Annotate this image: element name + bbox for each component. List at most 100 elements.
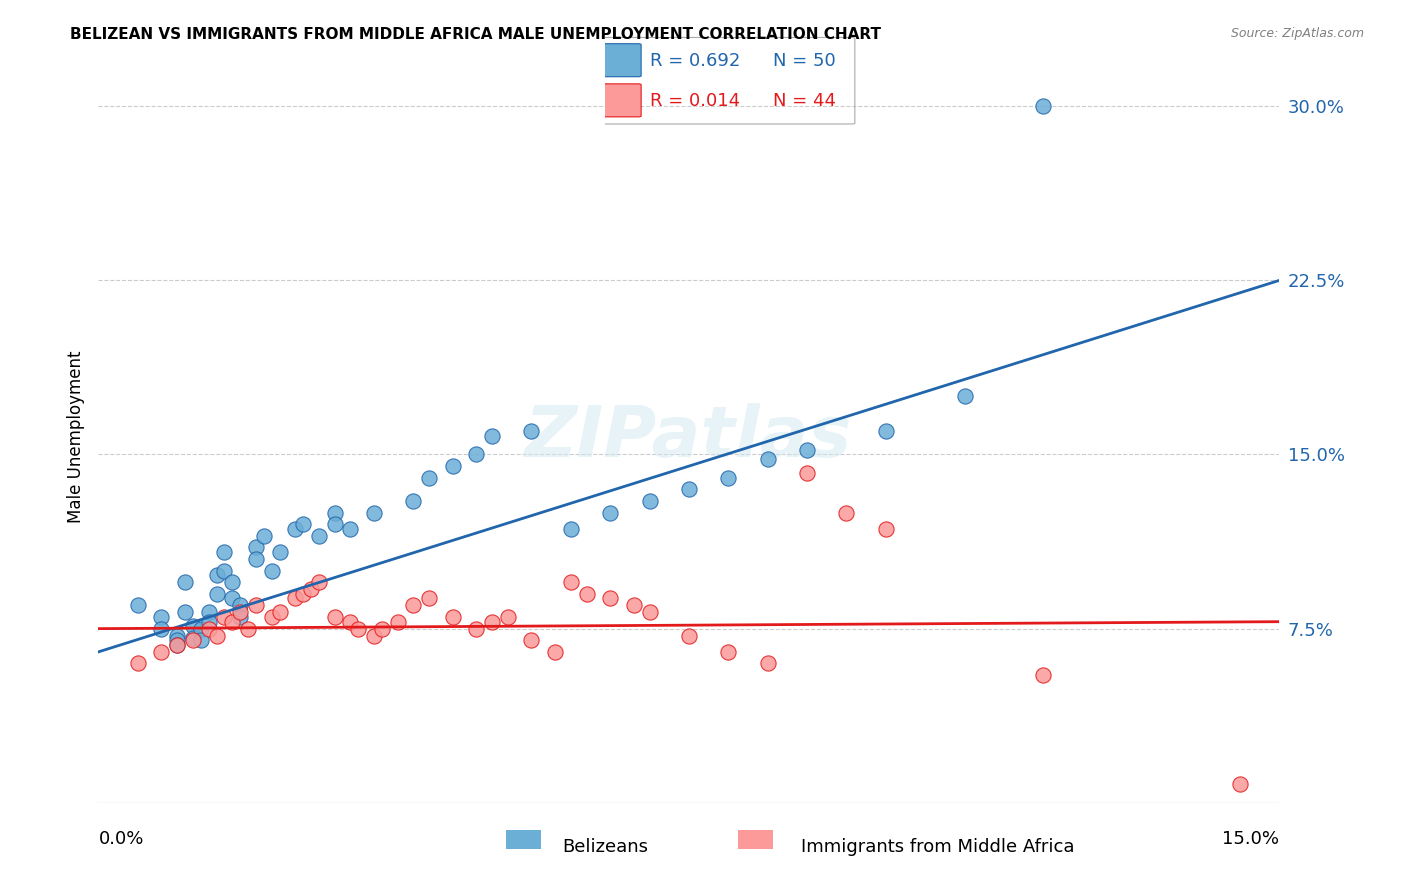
Point	[875, 522, 897, 536]
Point	[623, 599, 645, 613]
FancyBboxPatch shape	[737, 829, 775, 850]
Point	[299, 582, 322, 597]
Point	[575, 587, 598, 601]
Point	[214, 564, 236, 578]
Point	[678, 629, 700, 643]
Point	[269, 606, 291, 620]
Point	[796, 466, 818, 480]
Point	[260, 610, 283, 624]
Y-axis label: Male Unemployment: Male Unemployment	[66, 351, 84, 524]
Point	[174, 606, 197, 620]
Point	[166, 638, 188, 652]
Point	[560, 575, 582, 590]
Text: 0.0%: 0.0%	[98, 830, 143, 847]
Point	[678, 483, 700, 497]
Point	[221, 575, 243, 590]
Point	[253, 529, 276, 543]
Point	[181, 631, 204, 645]
Point	[544, 645, 567, 659]
Point	[363, 506, 385, 520]
Text: ZIPatlas: ZIPatlas	[526, 402, 852, 472]
Text: Belizeans: Belizeans	[562, 838, 648, 856]
Point	[190, 633, 212, 648]
Point	[214, 545, 236, 559]
Point	[197, 622, 219, 636]
Point	[756, 452, 779, 467]
Point	[284, 522, 307, 536]
Point	[441, 459, 464, 474]
Point	[717, 471, 740, 485]
Point	[717, 645, 740, 659]
Point	[481, 615, 503, 629]
Point	[245, 599, 267, 613]
Point	[260, 564, 283, 578]
Point	[339, 522, 361, 536]
Point	[292, 517, 315, 532]
Point	[371, 622, 394, 636]
Point	[520, 633, 543, 648]
Point	[796, 442, 818, 457]
Point	[441, 610, 464, 624]
Point	[127, 599, 149, 613]
Point	[520, 424, 543, 438]
Point	[205, 568, 228, 582]
Point	[496, 610, 519, 624]
Point	[638, 606, 661, 620]
Point	[560, 522, 582, 536]
Text: BELIZEAN VS IMMIGRANTS FROM MIDDLE AFRICA MALE UNEMPLOYMENT CORRELATION CHART: BELIZEAN VS IMMIGRANTS FROM MIDDLE AFRIC…	[70, 27, 882, 42]
Text: R = 0.692: R = 0.692	[650, 52, 740, 70]
Point	[1032, 668, 1054, 682]
Point	[229, 610, 252, 624]
Point	[181, 619, 204, 633]
Point	[599, 591, 621, 606]
Point	[221, 591, 243, 606]
Point	[181, 633, 204, 648]
Point	[402, 599, 425, 613]
Point	[599, 506, 621, 520]
Point	[323, 517, 346, 532]
Point	[214, 610, 236, 624]
Point	[308, 575, 330, 590]
Point	[323, 610, 346, 624]
FancyBboxPatch shape	[505, 829, 543, 850]
Point	[166, 633, 188, 648]
Point	[465, 448, 488, 462]
Point	[953, 389, 976, 403]
Point	[205, 629, 228, 643]
Point	[236, 622, 259, 636]
Point	[339, 615, 361, 629]
Point	[166, 629, 188, 643]
Point	[166, 638, 188, 652]
Point	[1032, 99, 1054, 113]
Point	[205, 587, 228, 601]
Point	[347, 622, 370, 636]
Point	[221, 615, 243, 629]
Text: R = 0.014: R = 0.014	[650, 92, 740, 110]
Point	[835, 506, 858, 520]
Text: N = 50: N = 50	[773, 52, 837, 70]
Point	[150, 622, 173, 636]
Point	[387, 615, 409, 629]
FancyBboxPatch shape	[602, 44, 641, 77]
Point	[418, 471, 440, 485]
Point	[197, 615, 219, 629]
Point	[481, 429, 503, 443]
Point	[875, 424, 897, 438]
Point	[190, 622, 212, 636]
Point	[284, 591, 307, 606]
Point	[150, 610, 173, 624]
Point	[229, 606, 252, 620]
Point	[308, 529, 330, 543]
Point	[245, 552, 267, 566]
Point	[638, 494, 661, 508]
Point	[418, 591, 440, 606]
Point	[363, 629, 385, 643]
Point	[245, 541, 267, 555]
Point	[269, 545, 291, 559]
Point	[402, 494, 425, 508]
Point	[127, 657, 149, 671]
Point	[292, 587, 315, 601]
Point	[1229, 777, 1251, 791]
Text: N = 44: N = 44	[773, 92, 837, 110]
Point	[150, 645, 173, 659]
